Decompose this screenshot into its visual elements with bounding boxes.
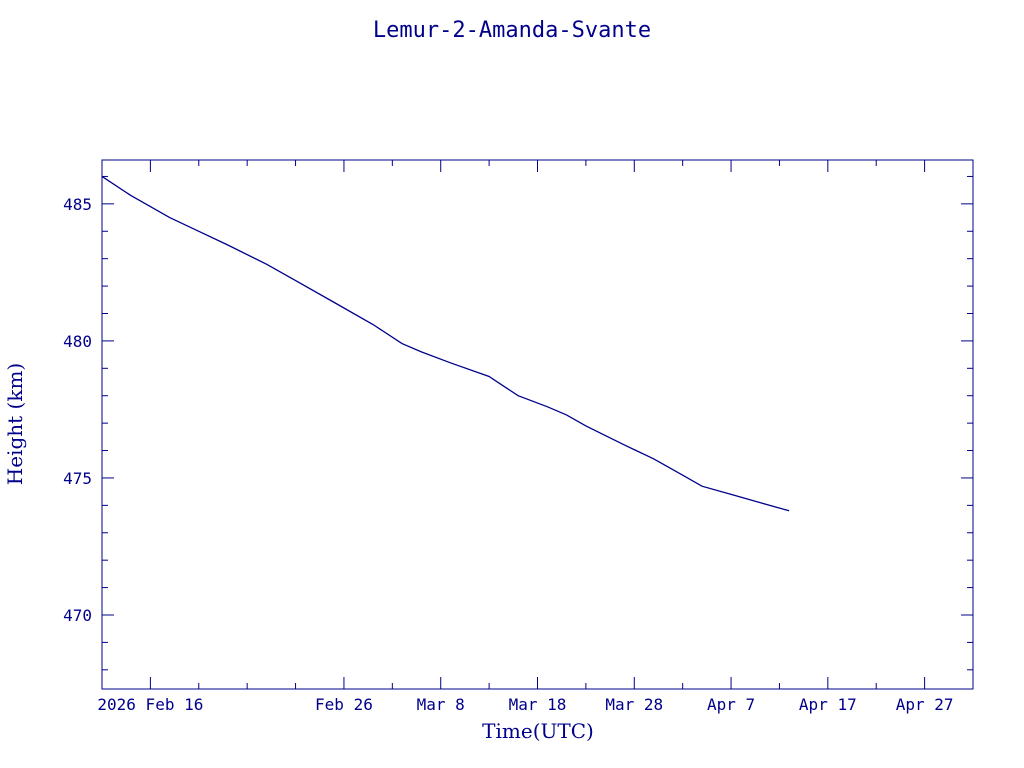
y-axis-tick-labels: 470 475 480 485 [63, 195, 92, 625]
y-tick-label: 485 [63, 195, 92, 214]
x-tick-label: Mar 18 [509, 695, 567, 714]
x-tick-label: Apr 7 [707, 695, 755, 714]
chart-title: Lemur-2-Amanda-Svante [373, 18, 651, 43]
x-tick-label: Mar 8 [417, 695, 465, 714]
y-axis-label: Height (km) [3, 363, 27, 485]
x-tick-label: Feb 26 [315, 695, 373, 714]
x-tick-label: 2026 Feb 16 [97, 695, 203, 714]
x-axis-tick-labels: 2026 Feb 16 Feb 26 Mar 8 Mar 18 Mar 28 Apr 7 A… [97, 695, 953, 714]
y-axis-ticks [102, 175, 973, 671]
x-tick-label: Apr 27 [896, 695, 954, 714]
y-tick-label: 475 [63, 469, 92, 488]
series-line [101, 175, 790, 512]
y-tick-label: 470 [63, 606, 92, 625]
plot-frame [101, 159, 974, 690]
x-tick-label: Mar 28 [605, 695, 663, 714]
x-axis-ticks [101, 160, 974, 689]
y-tick-label: 480 [63, 332, 92, 351]
x-axis-label: Time(UTC) [482, 719, 594, 743]
x-tick-label: Apr 17 [799, 695, 857, 714]
